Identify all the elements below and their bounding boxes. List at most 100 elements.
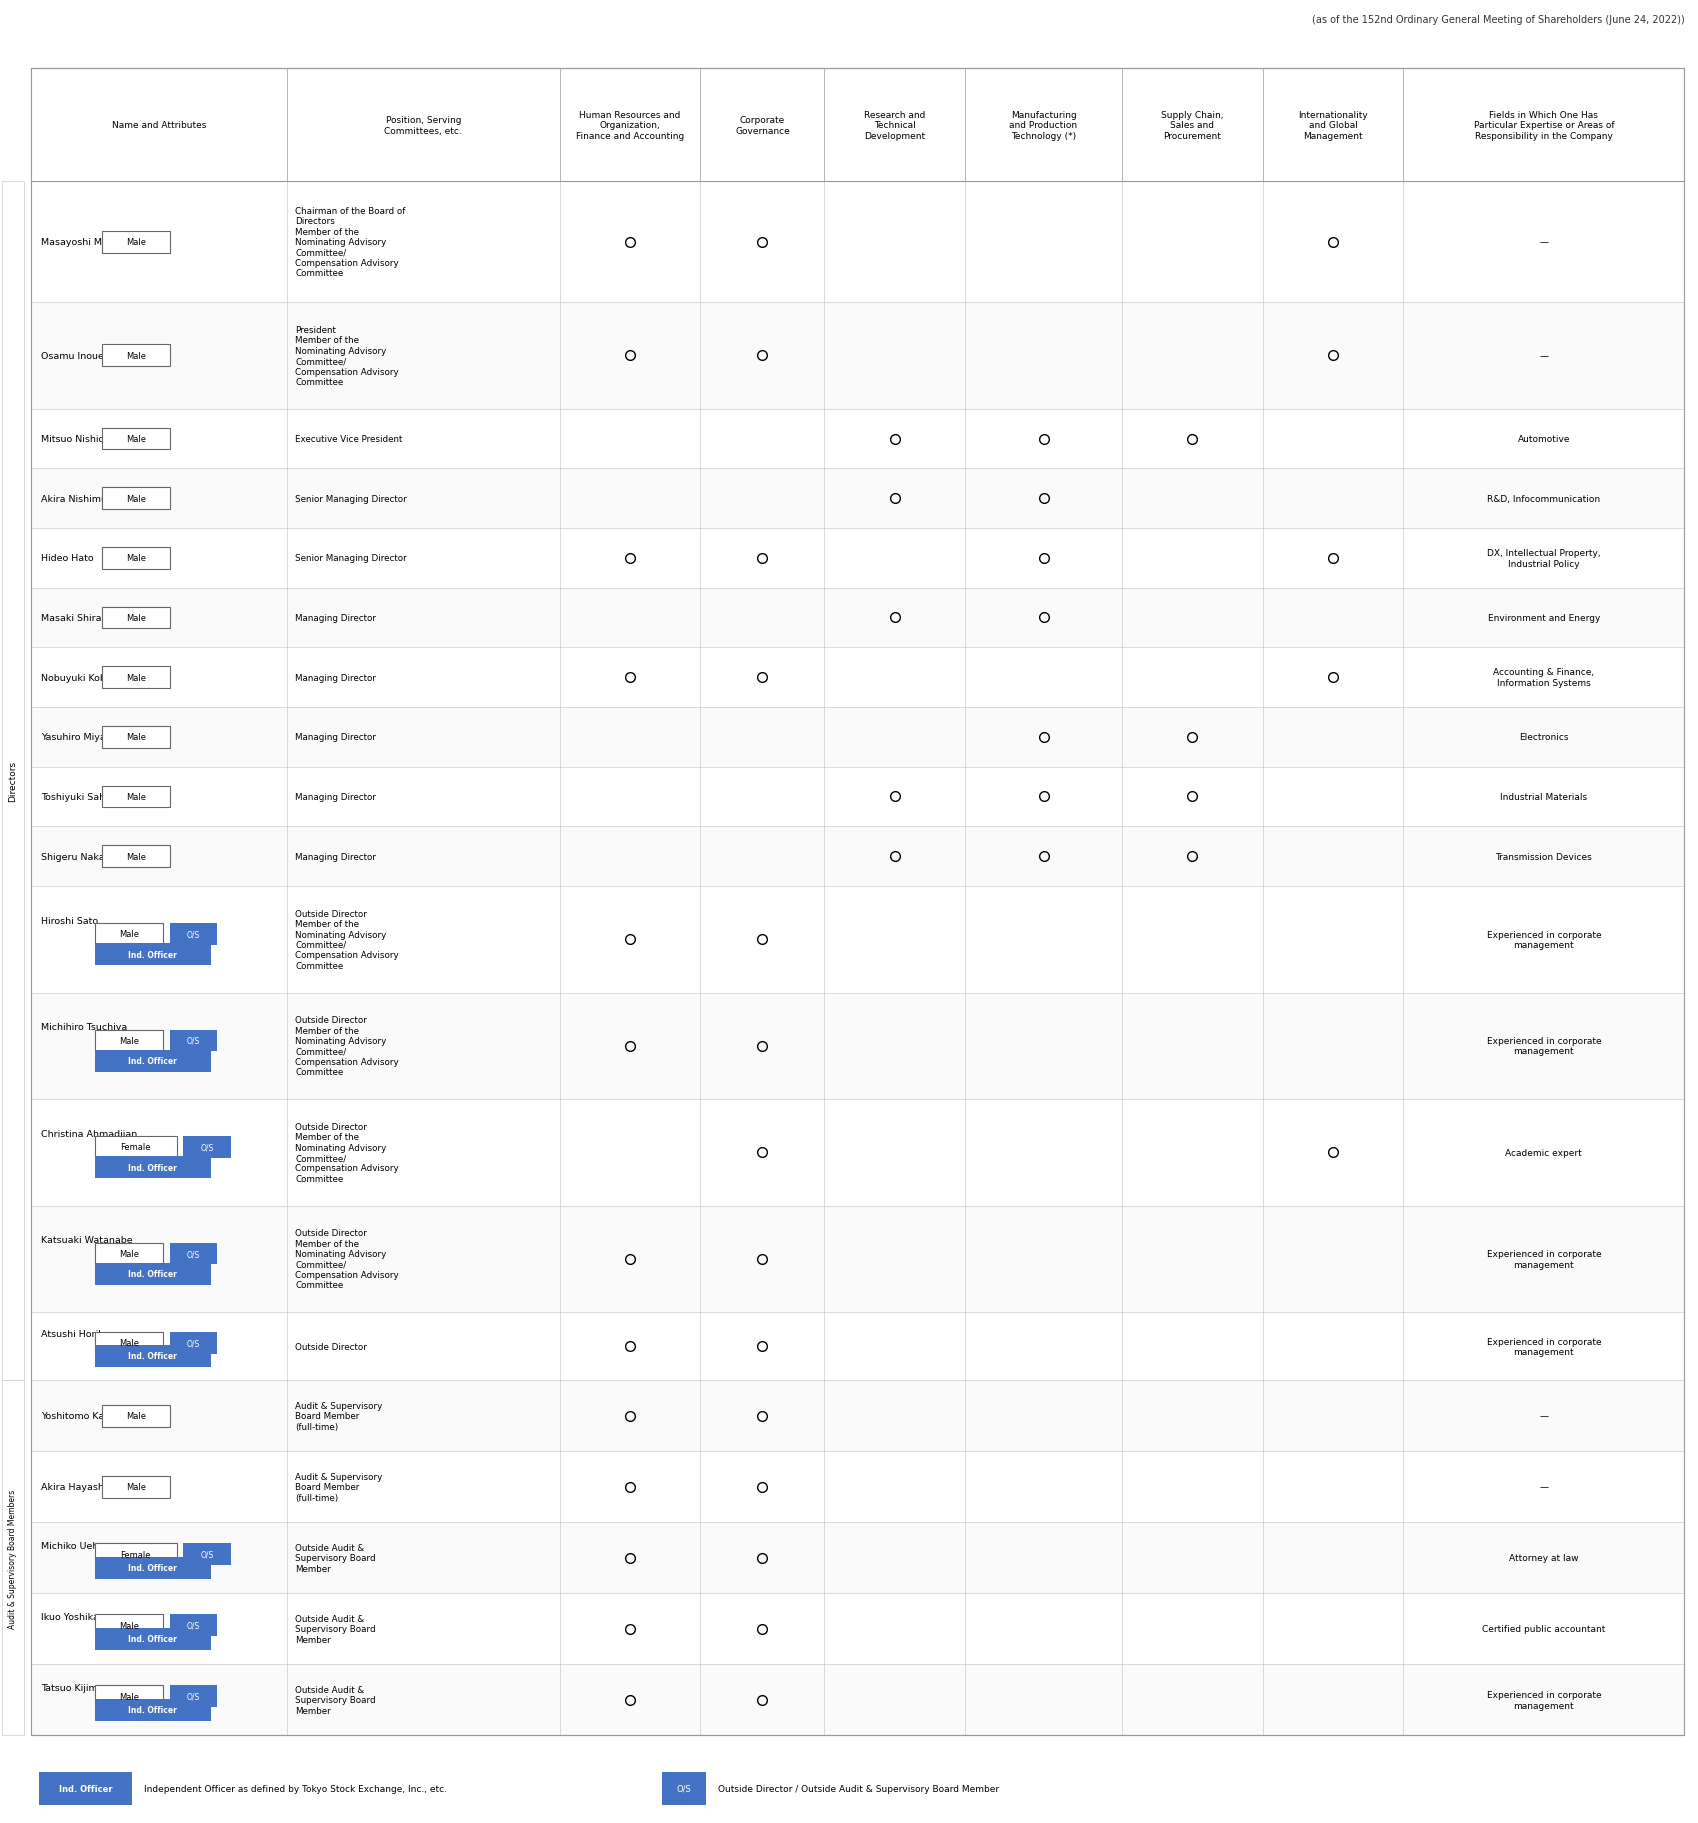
Bar <box>102 345 170 366</box>
Text: Male: Male <box>126 793 146 802</box>
Text: Michiko Uehara: Michiko Uehara <box>41 1540 114 1550</box>
Text: Experienced in corporate
management: Experienced in corporate management <box>1486 1690 1601 1710</box>
Bar <box>95 1345 211 1367</box>
Text: Internationality
and Global
Management: Internationality and Global Management <box>1297 111 1369 140</box>
Text: —: — <box>1540 239 1549 248</box>
Bar <box>31 589 1684 647</box>
Bar <box>31 707 1684 767</box>
Bar <box>170 1030 217 1052</box>
Bar <box>39 1772 132 1805</box>
Text: Audit & Supervisory
Board Member
(full-time): Audit & Supervisory Board Member (full-t… <box>295 1402 382 1431</box>
Bar <box>31 1593 1684 1664</box>
Text: Managing Director: Managing Director <box>295 793 377 802</box>
Bar <box>102 489 170 510</box>
Text: Ind. Officer: Ind. Officer <box>129 1635 177 1644</box>
Text: Ind. Officer: Ind. Officer <box>129 1057 177 1066</box>
Text: Ind. Officer: Ind. Officer <box>129 1351 177 1360</box>
Text: O/S: O/S <box>678 1785 691 1792</box>
Bar <box>31 647 1684 707</box>
Text: Certified public accountant: Certified public accountant <box>1482 1624 1606 1633</box>
Bar <box>95 1699 211 1721</box>
Text: Position, Serving
Committees, etc.: Position, Serving Committees, etc. <box>384 117 462 135</box>
Text: Male: Male <box>119 1037 139 1045</box>
Bar <box>31 1099 1684 1207</box>
Text: DX, Intellectual Property,
Industrial Policy: DX, Intellectual Property, Industrial Po… <box>1487 549 1601 569</box>
Bar <box>170 1333 217 1354</box>
Bar <box>31 828 1684 886</box>
Text: Senior Managing Director: Senior Managing Director <box>295 554 408 563</box>
Text: Tatsuo Kijima: Tatsuo Kijima <box>41 1683 104 1692</box>
Text: Senior Managing Director: Senior Managing Director <box>295 494 408 503</box>
Bar <box>31 469 1684 529</box>
Text: Human Resources and
Organization,
Finance and Accounting: Human Resources and Organization, Financ… <box>576 111 684 140</box>
Text: O/S: O/S <box>187 1621 200 1630</box>
Text: Michihiro Tsuchiya: Michihiro Tsuchiya <box>41 1023 127 1032</box>
Bar <box>102 846 170 868</box>
Bar <box>95 1263 211 1285</box>
Bar <box>95 1544 177 1566</box>
Text: Academic expert: Academic expert <box>1506 1148 1583 1158</box>
Text: Shigeru Nakajima: Shigeru Nakajima <box>41 851 124 860</box>
Text: Managing Director: Managing Director <box>295 673 377 682</box>
Bar <box>102 727 170 749</box>
Text: Chairman of the Board of
Directors
Member of the
Nominating Advisory
Committee/
: Chairman of the Board of Directors Membe… <box>295 208 406 279</box>
Bar <box>95 1030 163 1052</box>
Text: Masaki Shirayama: Masaki Shirayama <box>41 614 127 623</box>
Text: Audit & Supervisory
Board Member
(full-time): Audit & Supervisory Board Member (full-t… <box>295 1473 382 1502</box>
Bar <box>31 1207 1684 1313</box>
Text: Directors: Directors <box>8 760 17 802</box>
Text: Akira Nishimura: Akira Nishimura <box>41 494 117 503</box>
Bar <box>170 1243 217 1265</box>
Bar <box>183 1136 231 1158</box>
Text: Experienced in corporate
management: Experienced in corporate management <box>1486 930 1601 950</box>
Text: Managing Director: Managing Director <box>295 851 377 860</box>
Bar <box>2 182 24 1380</box>
Bar <box>95 1050 211 1072</box>
Text: (as of the 152nd Ordinary General Meeting of Shareholders (June 24, 2022)): (as of the 152nd Ordinary General Meetin… <box>1311 15 1684 24</box>
Text: Executive Vice President: Executive Vice President <box>295 434 402 443</box>
Text: Male: Male <box>126 673 146 682</box>
Bar <box>95 1628 211 1650</box>
Text: Outside Director
Member of the
Nominating Advisory
Committee/
Compensation Advis: Outside Director Member of the Nominatin… <box>295 1229 399 1289</box>
Bar <box>95 1615 163 1637</box>
Text: Akira Hayashi: Akira Hayashi <box>41 1482 107 1491</box>
Text: Environment and Energy: Environment and Energy <box>1487 614 1600 623</box>
Bar <box>102 547 170 569</box>
Text: Male: Male <box>119 1692 139 1701</box>
Text: Male: Male <box>126 554 146 563</box>
Text: Outside Director
Member of the
Nominating Advisory
Committee/
Compensation Advis: Outside Director Member of the Nominatin… <box>295 1015 399 1077</box>
Text: Nobuyuki Kobayashi: Nobuyuki Kobayashi <box>41 673 136 682</box>
Text: Male: Male <box>126 851 146 860</box>
Bar <box>183 1544 231 1566</box>
Bar <box>95 1156 211 1178</box>
Text: —: — <box>1540 1482 1549 1491</box>
Bar <box>31 1664 1684 1735</box>
Text: Independent Officer as defined by Tokyo Stock Exchange, Inc., etc.: Independent Officer as defined by Tokyo … <box>144 1785 447 1792</box>
Text: Experienced in corporate
management: Experienced in corporate management <box>1486 1249 1601 1269</box>
Text: Katsuaki Watanabe: Katsuaki Watanabe <box>41 1236 132 1245</box>
Text: Accounting & Finance,
Information Systems: Accounting & Finance, Information System… <box>1493 667 1594 687</box>
Text: Manufacturing
and Production
Technology (*): Manufacturing and Production Technology … <box>1010 111 1078 140</box>
Text: O/S: O/S <box>187 1249 200 1258</box>
Bar <box>102 786 170 808</box>
Text: Male: Male <box>119 930 139 939</box>
Text: Supply Chain,
Sales and
Procurement: Supply Chain, Sales and Procurement <box>1161 111 1224 140</box>
Text: Research and
Technical
Development: Research and Technical Development <box>864 111 925 140</box>
Text: Male: Male <box>126 494 146 503</box>
Bar <box>170 1615 217 1637</box>
Text: O/S: O/S <box>187 930 200 939</box>
Text: Male: Male <box>126 614 146 623</box>
Bar <box>31 1313 1684 1380</box>
Text: Male: Male <box>126 733 146 742</box>
Text: Ind. Officer: Ind. Officer <box>129 1706 177 1714</box>
Bar <box>31 410 1684 469</box>
Text: Yoshitomo Kasui: Yoshitomo Kasui <box>41 1411 117 1420</box>
Text: O/S: O/S <box>200 1143 214 1152</box>
Text: —: — <box>1540 352 1549 361</box>
Text: Atsushi Horiba: Atsushi Horiba <box>41 1329 110 1338</box>
Bar <box>170 924 217 946</box>
Text: Christina Ahmadjian: Christina Ahmadjian <box>41 1128 138 1138</box>
Text: Experienced in corporate
management: Experienced in corporate management <box>1486 1336 1601 1356</box>
Text: Ind. Officer: Ind. Officer <box>129 1564 177 1573</box>
Bar <box>95 944 211 966</box>
